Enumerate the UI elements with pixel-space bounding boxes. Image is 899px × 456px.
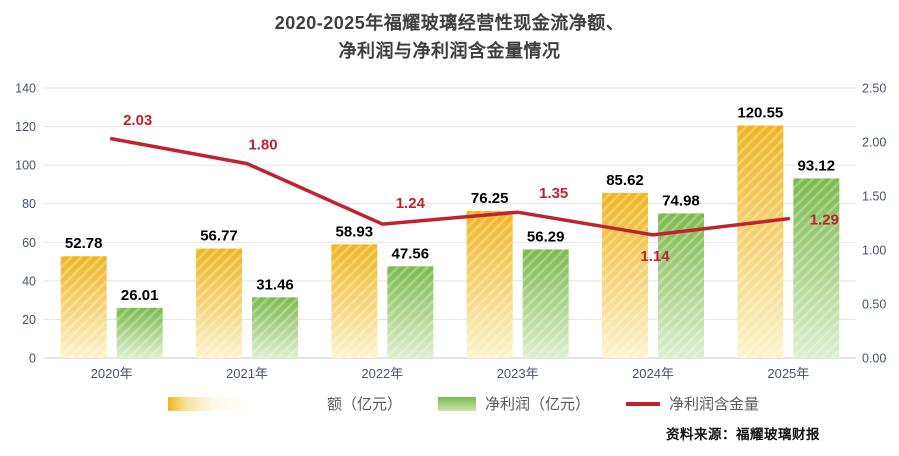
ratio-line (109, 137, 791, 237)
left-axis-tick: 100 (15, 159, 36, 173)
line-label-ratio: 1.24 (396, 195, 426, 212)
x-axis-label: 2023年 (497, 366, 539, 381)
bar-cashflow-texture (737, 125, 784, 358)
bar-label-cashflow: 85.62 (606, 172, 644, 189)
bar-label-cashflow: 52.78 (65, 235, 103, 252)
right-axis-tick: 1.00 (862, 244, 886, 258)
bar-cashflow-texture (196, 248, 242, 358)
cashflow-swatch-icon (168, 396, 318, 411)
legend-item-ratio: 净利润含金量 (626, 393, 759, 414)
bar-label-netprofit: 47.56 (392, 245, 430, 262)
bar-label-netprofit: 93.12 (798, 157, 836, 174)
left-axis-tick: 80 (22, 197, 36, 211)
source-note: 资料来源：福耀玻璃财报 (666, 427, 820, 442)
x-axis-label: 2020年 (91, 366, 133, 381)
right-axis-tick: 2.50 (862, 82, 886, 96)
left-axis-tick: 120 (15, 120, 36, 134)
legend-item-netprofit: 净利润（亿元） (438, 393, 590, 414)
bar-label-cashflow: 76.25 (471, 190, 509, 207)
bar-cashflow-texture (602, 192, 648, 358)
legend-item-cashflow: 额（亿元） (168, 393, 402, 414)
line-label-ratio: 1.80 (248, 137, 277, 154)
bar-label-netprofit: 26.01 (121, 287, 159, 304)
bar-netprofit-texture (522, 249, 569, 358)
ratio-line-swatch-icon (626, 401, 661, 406)
line-label-ratio: 1.29 (810, 212, 839, 229)
x-axis-label: 2022年 (361, 366, 403, 381)
bar-label-netprofit: 31.46 (256, 276, 294, 293)
bar-netprofit-texture (793, 178, 840, 358)
line-label-ratio: 1.35 (539, 185, 568, 202)
left-axis-tick: 40 (22, 274, 36, 288)
right-axis-tick: 1.50 (862, 190, 886, 204)
bar-netprofit-texture (387, 266, 434, 358)
right-axis-tick: 0.00 (862, 352, 886, 366)
bar-label-cashflow: 120.55 (737, 105, 783, 122)
x-axis-label: 2024年 (632, 366, 674, 381)
bar-cashflow-texture (60, 256, 107, 358)
legend-label-netprofit: 净利润（亿元） (485, 396, 591, 413)
line-label-ratio: 2.03 (123, 112, 152, 129)
x-axis-label: 2021年 (226, 366, 268, 381)
chart-title-line1: 2020-2025年福耀玻璃经营性现金流净额、 (274, 13, 625, 33)
left-axis-tick: 0 (29, 352, 36, 366)
netprofit-swatch-icon (438, 396, 477, 411)
left-axis-tick: 20 (22, 313, 36, 327)
chart-title-line2: 净利润与净利润含金量情况 (338, 40, 561, 61)
bar-netprofit-texture (252, 297, 298, 358)
bar-label-cashflow: 56.77 (200, 228, 238, 245)
bar-label-netprofit: 74.98 (662, 192, 700, 209)
line-label-ratio: 1.14 (640, 248, 670, 265)
left-axis-tick: 140 (15, 82, 36, 96)
bar-cashflow-texture (466, 210, 513, 358)
left-axis-tick: 60 (22, 236, 36, 250)
right-axis-tick: 2.00 (862, 136, 886, 150)
bar-netprofit-texture (658, 213, 704, 358)
chart-title: 2020-2025年福耀玻璃经营性现金流净额、 净利润与净利润含金量情况 (0, 10, 899, 66)
legend-label-cashflow: 额（亿元） (327, 396, 403, 413)
bar-label-cashflow: 58.93 (336, 223, 374, 240)
legend-label-ratio: 净利润含金量 (669, 396, 760, 413)
bar-cashflow-texture (331, 244, 378, 358)
x-axis-label: 2025年 (767, 366, 809, 381)
legend: 额（亿元） 净利润（亿元） 净利润含金量 (168, 393, 759, 414)
bar-netprofit-texture (116, 307, 163, 358)
bar-label-netprofit: 56.29 (527, 228, 565, 245)
right-axis-tick: 0.50 (862, 298, 886, 312)
